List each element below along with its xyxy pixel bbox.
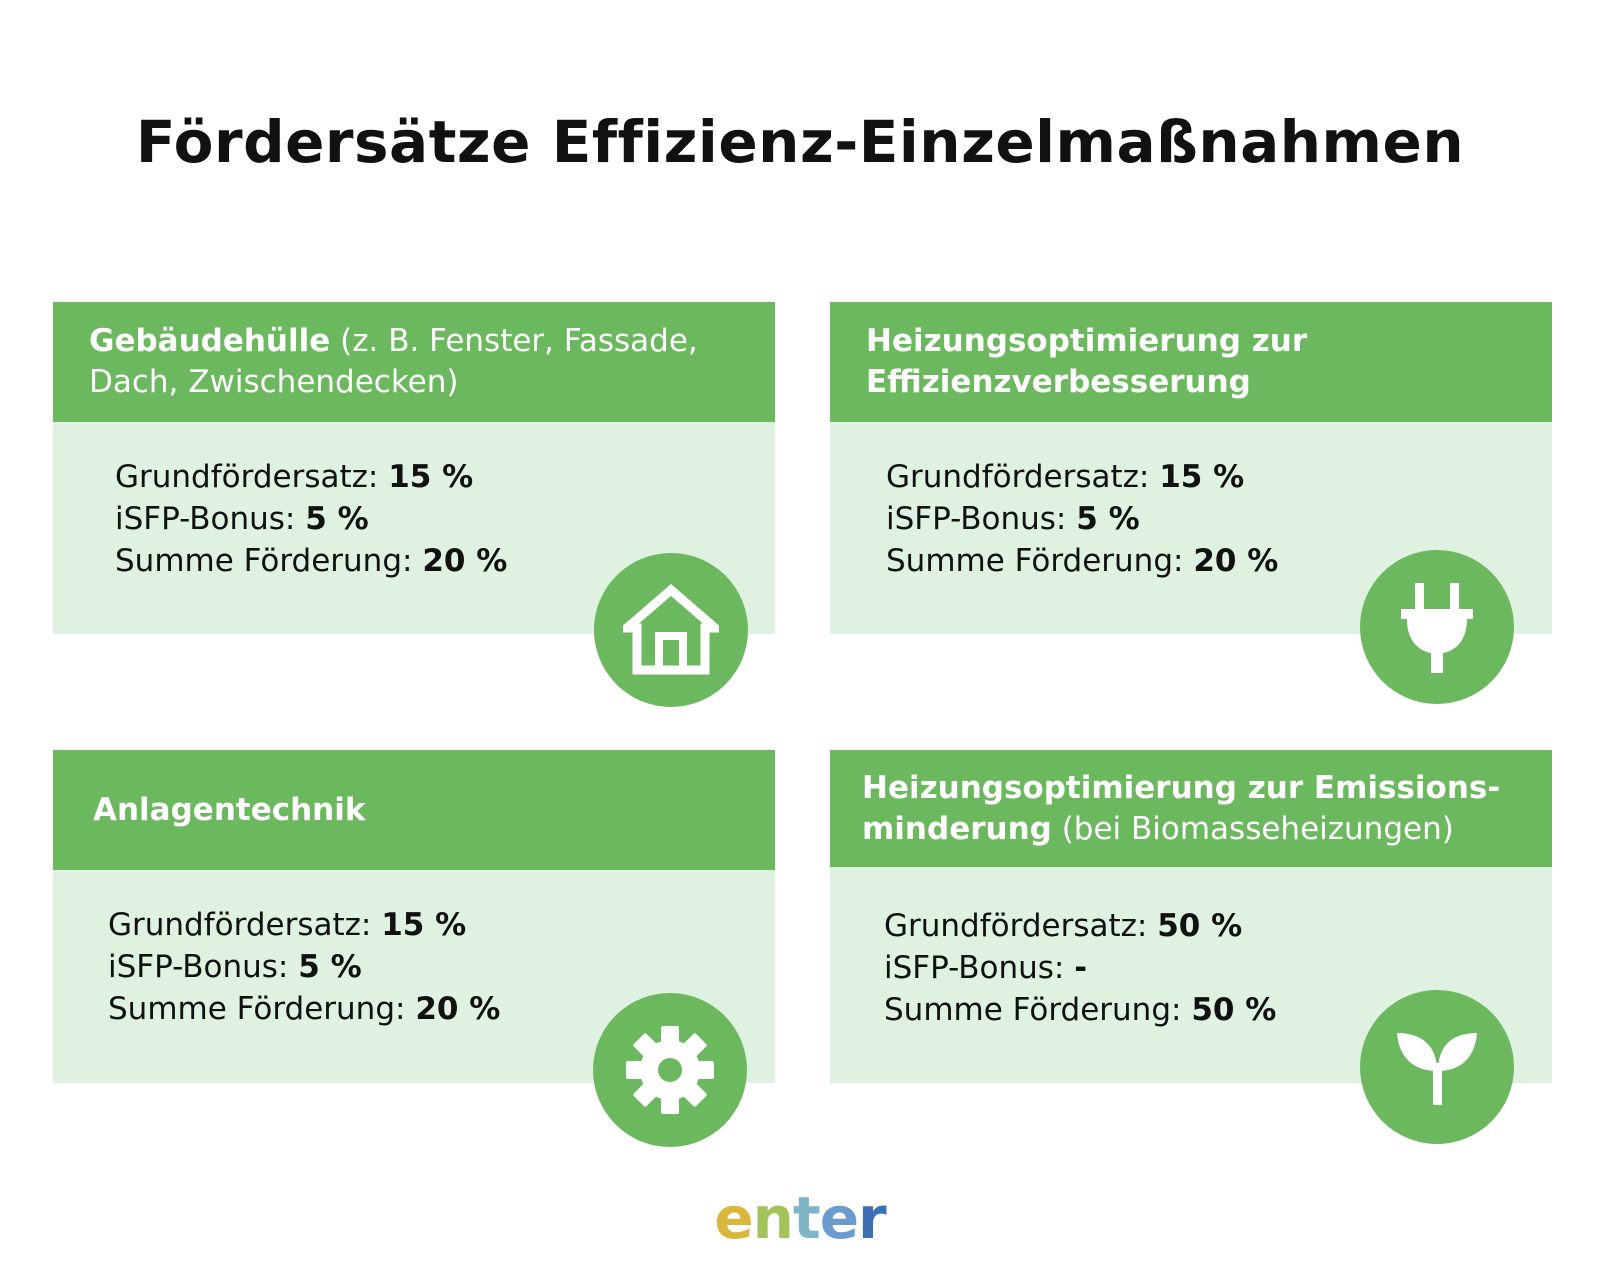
card-header: Anlagentechnik <box>53 750 775 870</box>
card-header: Heizungsoptimierung zur Effizienzverbess… <box>830 302 1552 422</box>
row-summe: Summe Förderung: 20 % <box>115 540 775 582</box>
row-grundfoerdersatz: Grundfördersatz: 15 % <box>886 456 1552 498</box>
row-label: iSFP-Bonus: <box>115 501 306 537</box>
card-title: Gebäudehülle <box>89 323 331 359</box>
gear-icon <box>593 993 747 1147</box>
house-icon <box>594 553 748 707</box>
row-label: Grundfördersatz: <box>115 459 389 495</box>
card-header-text: Heizungsoptimierung zur Effizienzverbess… <box>866 321 1522 403</box>
card-header-text: Gebäudehülle (z. B. Fenster, Fassade, Da… <box>89 321 745 403</box>
row-label: Summe Förderung: <box>108 991 416 1027</box>
row-value: 50 % <box>1157 908 1243 944</box>
row-label: iSFP-Bonus: <box>884 950 1075 986</box>
page-title: Fördersätze Effizienz-Einzelmaßnahmen <box>135 108 1465 176</box>
row-value: 20 % <box>415 991 501 1027</box>
row-label: Summe Förderung: <box>884 992 1192 1028</box>
logo-letter: t <box>792 1184 821 1252</box>
card-title: Anlagentechnik <box>93 791 366 828</box>
row-value: 5 % <box>305 501 369 537</box>
card-anlagentechnik: Anlagentechnik Grundfördersatz: 15 % iSF… <box>53 750 775 1083</box>
sprout-icon <box>1360 990 1514 1144</box>
logo-letter: r <box>858 1184 887 1252</box>
row-label: Summe Förderung: <box>115 543 423 579</box>
logo-letter: e <box>714 1184 753 1252</box>
row-value: - <box>1074 950 1088 986</box>
row-value: 50 % <box>1191 992 1277 1028</box>
row-summe: Summe Förderung: 50 % <box>884 989 1552 1031</box>
row-grundfoerdersatz: Grundfördersatz: 50 % <box>884 905 1552 947</box>
card-subtitle: (bei Biomasseheizungen) <box>1051 810 1454 847</box>
plug-icon <box>1360 550 1514 704</box>
row-isfp-bonus: iSFP-Bonus: 5 % <box>886 498 1552 540</box>
card-header: Gebäudehülle (z. B. Fenster, Fassade, Da… <box>53 302 775 422</box>
row-value: 5 % <box>1076 501 1140 537</box>
row-summe: Summe Förderung: 20 % <box>886 540 1552 582</box>
row-summe: Summe Förderung: 20 % <box>108 988 775 1030</box>
logo-letter: n <box>752 1184 794 1252</box>
card-header: Heizungsoptimierung zur Emissions-minder… <box>830 750 1552 867</box>
row-label: Grundfördersatz: <box>886 459 1160 495</box>
row-value: 5 % <box>298 949 362 985</box>
row-isfp-bonus: iSFP-Bonus: 5 % <box>115 498 775 540</box>
row-label: Grundfördersatz: <box>108 907 382 943</box>
row-label: Summe Förderung: <box>886 543 1194 579</box>
row-isfp-bonus: iSFP-Bonus: 5 % <box>108 946 775 988</box>
row-grundfoerdersatz: Grundfördersatz: 15 % <box>115 456 775 498</box>
card-header-text: Anlagentechnik <box>93 790 366 831</box>
card-subtitle: (z. B. Fenster, Fassade, Dach, Zwischend… <box>89 323 698 400</box>
row-label: Grundfördersatz: <box>884 908 1158 944</box>
row-value: 15 % <box>1159 459 1245 495</box>
logo-letter: e <box>819 1184 859 1252</box>
enter-logo: enter <box>0 1184 1600 1252</box>
card-title: Heizungsoptimierung zur Emissions-minder… <box>862 769 1501 847</box>
row-value: 15 % <box>388 459 474 495</box>
row-label: iSFP-Bonus: <box>886 501 1077 537</box>
row-value: 15 % <box>381 907 467 943</box>
card-title: Heizungsoptimierung zur Effizienzverbess… <box>866 323 1308 400</box>
row-isfp-bonus: iSFP-Bonus: - <box>884 947 1552 989</box>
card-header-text: Heizungsoptimierung zur Emissions-minder… <box>862 768 1532 850</box>
row-value: 20 % <box>422 543 508 579</box>
row-label: iSFP-Bonus: <box>108 949 299 985</box>
row-value: 20 % <box>1193 543 1279 579</box>
row-grundfoerdersatz: Grundfördersatz: 15 % <box>108 904 775 946</box>
